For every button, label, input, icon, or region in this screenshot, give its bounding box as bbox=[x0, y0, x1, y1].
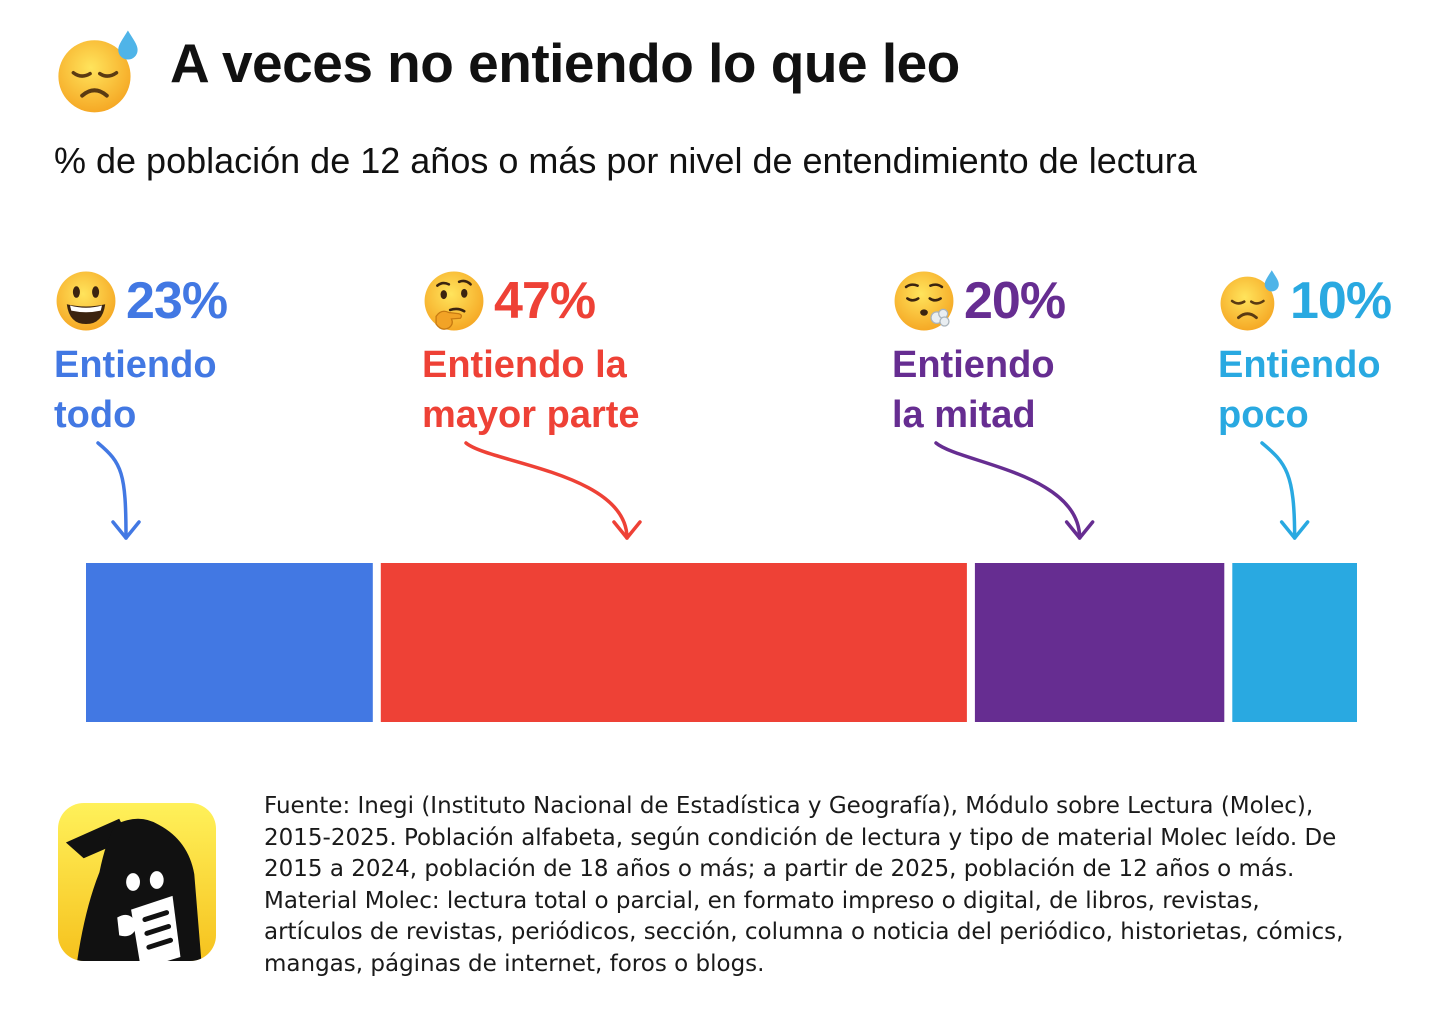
newspaper-reader-logo-icon bbox=[58, 803, 216, 961]
pointer-arrowhead-entiendo-poco bbox=[1279, 520, 1310, 540]
chart-title: A veces no entiendo lo que leo bbox=[170, 32, 960, 94]
pointer-arrowhead-entiendo-la-mayor-parte bbox=[612, 520, 642, 540]
source-note: Fuente: Inegi (Instituto Nacional de Est… bbox=[264, 793, 1344, 977]
pointer-arrow-entiendo-la-mayor-parte bbox=[464, 441, 629, 540]
bar-segment-entiendo-la-mitad bbox=[974, 563, 1225, 722]
category-label-entiendo-la-mitad: 20% Entiendo la mitad bbox=[892, 266, 1066, 440]
category-label-entiendo-todo: 23% Entiendo todo bbox=[54, 266, 228, 440]
category-label-line: mayor parte bbox=[422, 394, 640, 436]
category-label-line: poco bbox=[1218, 394, 1309, 436]
pointer-arrowhead-entiendo-la-mitad bbox=[1064, 520, 1095, 540]
bar-segment-entiendo-todo bbox=[86, 563, 373, 722]
pointer-arrow-entiendo-todo bbox=[96, 441, 128, 540]
percent-label: 20% bbox=[964, 272, 1066, 330]
category-label-line: Entiendo bbox=[892, 344, 1055, 386]
pointer-arrow-entiendo-poco bbox=[1260, 441, 1297, 540]
category-label-entiendo-la-mayor-parte: 47% Entiendo la mayor parte bbox=[422, 266, 640, 440]
category-label-line: todo bbox=[54, 394, 137, 436]
category-label-line: Entiendo la bbox=[422, 344, 627, 386]
percent-label: 10% bbox=[1290, 272, 1392, 330]
percent-label: 23% bbox=[126, 272, 228, 330]
category-label-entiendo-poco: 10% Entiendo poco bbox=[1218, 266, 1392, 440]
grinning-face-icon bbox=[56, 271, 116, 331]
bar-segment-entiendo-la-mayor-parte bbox=[380, 563, 967, 722]
category-label-line: Entiendo bbox=[54, 344, 217, 386]
thinking-face-icon bbox=[424, 271, 484, 331]
category-label-line: Entiendo bbox=[1218, 344, 1381, 386]
chart-subtitle: % de población de 12 años o más por nive… bbox=[54, 140, 1197, 181]
pointer-arrow-entiendo-la-mitad bbox=[934, 441, 1082, 540]
pointer-arrowhead-entiendo-todo bbox=[111, 520, 141, 540]
bar-segment-entiendo-poco bbox=[1232, 563, 1357, 722]
percent-label: 47% bbox=[494, 272, 596, 330]
exhaling-face-icon bbox=[894, 271, 954, 331]
sad-sweat-face-icon bbox=[1220, 270, 1279, 331]
category-label-line: la mitad bbox=[892, 394, 1036, 436]
sad-sweat-face-icon bbox=[58, 30, 138, 113]
